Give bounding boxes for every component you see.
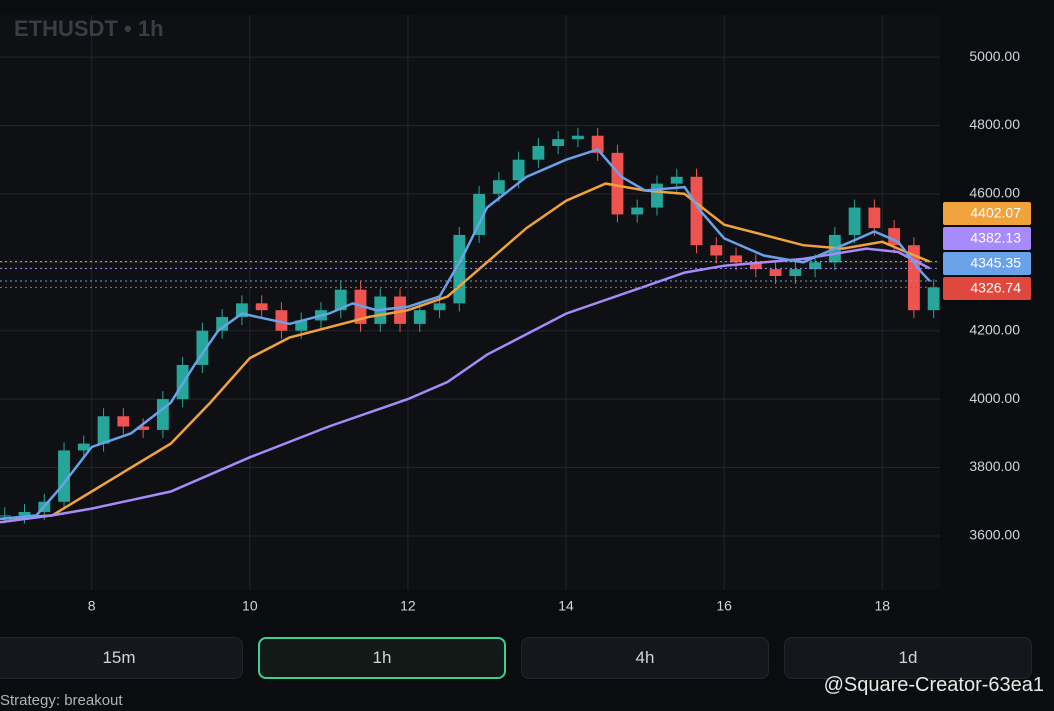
y-tick-label: 4000.00 [969,390,1020,406]
interval: 1h [137,16,164,41]
candle [473,193,486,235]
timeframe-button[interactable]: 4h [521,637,769,679]
header: ETHUSDT • 1h [14,16,164,41]
y-tick-label: 3600.00 [969,527,1020,543]
candle [710,245,723,256]
candle [137,426,150,430]
plot-bg [0,15,940,590]
candle [394,296,406,324]
y-tick-label: 5000.00 [969,48,1020,64]
candle [255,303,268,311]
chart: 3600.003800.004000.004200.004400.004600.… [0,15,1031,614]
x-tick-label: 12 [400,598,416,614]
price-tag-label: 4345.35 [970,255,1021,271]
candle [453,234,466,304]
strategy: Strategy: breakout [0,692,123,709]
candle [275,310,288,331]
ma-line [0,147,931,521]
candle [651,183,663,208]
x-tick-label: 8 [88,598,96,614]
candle [295,320,308,331]
candle [631,207,644,215]
candle [216,317,229,331]
candle [235,303,248,318]
candle [927,287,940,311]
price-tag [943,227,1031,250]
candle [789,269,802,276]
candle [18,512,31,516]
candle [117,416,130,427]
candle [532,146,545,160]
ma-line [0,247,931,524]
price-tag-label: 4326.74 [970,280,1021,296]
y-tick-label: 3800.00 [969,458,1020,474]
symbol: ETHUSDT [14,16,118,41]
candle [0,515,11,517]
candle [868,207,881,229]
candle [907,245,920,311]
timeframe-button[interactable]: 15m [0,637,243,679]
timeframe-button[interactable]: 1h [258,637,506,679]
candle [433,303,446,311]
price-tag-label: 4382.13 [970,230,1021,246]
candle [769,269,782,276]
candle [97,416,110,444]
watermark: @Square-Creator-63ea1 [823,674,1044,696]
x-tick-label: 14 [558,598,574,614]
price-tag [943,202,1031,225]
price-tag [943,277,1031,300]
candle [888,228,901,246]
candle [552,139,565,147]
candle [77,443,90,451]
ma-line [0,182,931,521]
candle [334,289,347,311]
price-tag [943,252,1031,275]
candle [156,399,169,430]
x-tick-label: 10 [242,598,258,614]
candle [611,152,624,215]
candle [690,176,703,246]
y-tick-label: 4800.00 [969,116,1020,132]
candle [196,330,209,365]
x-tick-label: 18 [874,598,890,614]
y-tick-label: 4200.00 [969,321,1020,337]
candle [571,135,584,140]
y-tick-label: 4600.00 [969,185,1020,201]
candle [670,176,683,184]
candle [848,207,861,235]
candle [591,135,604,153]
candle [809,262,822,270]
candle [730,255,742,263]
candle [492,180,505,194]
timeframe-button[interactable]: 1d [784,637,1032,679]
candle [413,310,426,324]
x-tick-label: 16 [716,598,732,614]
candle [512,159,525,181]
candle [58,450,70,502]
candle [749,262,762,270]
price-tag-label: 4402.07 [970,205,1021,221]
